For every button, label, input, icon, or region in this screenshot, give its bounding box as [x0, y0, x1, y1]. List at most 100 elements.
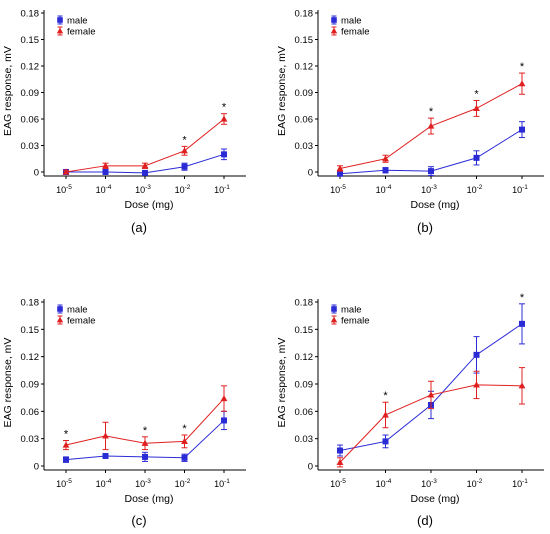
- male-point: [221, 417, 227, 424]
- y-tick-label: 0.15: [295, 325, 314, 336]
- x-tick-label: 10-4: [376, 478, 392, 489]
- male-point: [142, 169, 148, 176]
- y-axis-label: EAG response, mV: [2, 338, 14, 428]
- female-point: [427, 122, 435, 129]
- female-point: [473, 104, 480, 111]
- significance-mark: *: [474, 88, 479, 100]
- legend-marker-male: [331, 17, 337, 23]
- male-point: [473, 154, 480, 161]
- female-point: [427, 391, 435, 398]
- x-tick-label: 10-2: [467, 478, 483, 489]
- legend-label-male: male: [341, 16, 362, 27]
- female-point: [62, 168, 70, 175]
- legend-label-male: male: [67, 305, 88, 316]
- x-tick-label: 10-5: [56, 184, 72, 195]
- y-tick-label: 0.15: [295, 35, 314, 46]
- legend-marker-male: [57, 306, 63, 312]
- male-point: [473, 351, 480, 358]
- male-point: [181, 163, 188, 170]
- x-tick-label: 10-1: [214, 184, 230, 195]
- male-point: [221, 151, 227, 158]
- female-point: [220, 115, 228, 122]
- y-tick-label: 0.09: [295, 380, 314, 391]
- y-tick-label: 0.06: [21, 115, 40, 126]
- x-tick-label: 10-4: [376, 184, 392, 195]
- y-tick-label: 0.12: [21, 62, 40, 73]
- x-tick-label: 10-1: [512, 184, 528, 195]
- y-tick-label: 0: [308, 168, 313, 179]
- female-point: [382, 411, 389, 418]
- legend-marker-female: [330, 27, 338, 34]
- female-point: [518, 80, 526, 87]
- x-tick-label: 10-3: [135, 478, 151, 489]
- panel-caption: (c): [131, 513, 146, 528]
- male-point: [337, 170, 343, 177]
- female-point: [141, 439, 149, 446]
- x-tick-label: 10-2: [175, 184, 191, 195]
- y-tick-label: 0.18: [295, 9, 314, 20]
- significance-mark: *: [182, 134, 187, 146]
- female-point: [473, 381, 480, 388]
- male-point: [382, 167, 389, 174]
- y-tick-label: 0.09: [21, 88, 40, 99]
- x-tick-label: 10-1: [214, 478, 230, 489]
- significance-mark: *: [222, 102, 227, 114]
- male-point: [337, 447, 343, 454]
- x-tick-label: 10-3: [135, 184, 151, 195]
- chart-panel-1: 0 0.03 0.06 0.09 0.12 0.15 0.18 10-5 10-4 10-3 10-…: [2, 9, 246, 235]
- y-tick-label: 0.12: [295, 62, 314, 73]
- female-point: [181, 437, 188, 444]
- significance-mark: *: [520, 292, 525, 304]
- y-tick-label: 0.15: [21, 35, 40, 46]
- female-point: [336, 164, 344, 172]
- male-point: [181, 454, 188, 461]
- chart-panel-3: 0 0.03 0.06 0.09 0.12 0.15 0.18 10-5 10-4 10-3 10-…: [2, 298, 246, 528]
- legend-marker-female: [330, 316, 338, 323]
- y-axis-label: EAG response, mV: [276, 338, 288, 428]
- legend-marker-male: [331, 306, 337, 312]
- significance-mark: *: [383, 390, 388, 402]
- y-tick-label: 0.03: [21, 141, 40, 152]
- x-axis-label: Dose (mg): [410, 493, 459, 505]
- legend-label-female: female: [341, 316, 370, 327]
- male-point: [519, 126, 525, 133]
- y-axis-label: EAG response, mV: [276, 46, 288, 136]
- female-point: [382, 155, 389, 162]
- male-point: [102, 169, 109, 175]
- legend-marker-female: [56, 316, 64, 323]
- legend-marker-female: [56, 27, 64, 34]
- significance-mark: *: [143, 425, 148, 437]
- x-tick-label: 10-5: [330, 184, 346, 195]
- legend-label-male: male: [67, 16, 88, 27]
- chart-panel-4: 0 0.03 0.06 0.09 0.12 0.15 0.18 10-5 10-4 10-3 10-…: [276, 292, 544, 528]
- male-point: [63, 456, 69, 463]
- x-tick-label: 10-3: [421, 478, 437, 489]
- legend-label-female: female: [341, 27, 370, 38]
- x-axis-label: Dose (mg): [124, 493, 173, 505]
- y-tick-label: 0.06: [295, 115, 314, 126]
- x-tick-label: 10-3: [421, 184, 437, 195]
- y-tick-label: 0: [308, 462, 313, 473]
- male-point: [519, 320, 525, 327]
- y-tick-label: 0.09: [21, 380, 40, 391]
- y-tick-label: 0.18: [295, 298, 314, 309]
- x-axis-label: Dose (mg): [124, 199, 173, 211]
- y-tick-label: 0: [34, 462, 39, 473]
- y-tick-label: 0.18: [21, 298, 40, 309]
- female-point: [62, 441, 70, 448]
- x-tick-label: 10-1: [512, 478, 528, 489]
- female-point: [102, 432, 109, 439]
- female-point: [518, 382, 526, 389]
- female-point: [102, 162, 109, 169]
- legend-label-female: female: [67, 27, 96, 38]
- y-tick-label: 0.12: [21, 352, 40, 363]
- female-point: [336, 458, 344, 465]
- legend-marker-male: [57, 17, 63, 23]
- y-tick-label: 0.06: [21, 407, 40, 418]
- y-tick-label: 0.06: [295, 407, 314, 418]
- male-point: [382, 438, 389, 445]
- y-tick-label: 0.18: [21, 9, 40, 20]
- significance-mark: *: [429, 106, 434, 118]
- female-point: [220, 394, 228, 402]
